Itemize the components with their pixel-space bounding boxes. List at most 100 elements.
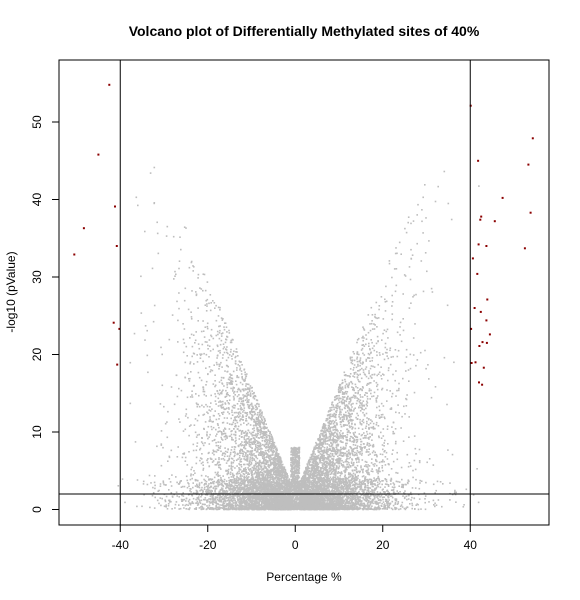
background-point xyxy=(269,440,271,442)
background-point xyxy=(212,337,215,340)
background-point xyxy=(336,395,339,397)
background-point xyxy=(156,445,158,448)
background-point xyxy=(424,184,426,186)
background-point xyxy=(323,458,326,460)
background-point xyxy=(243,475,245,478)
background-point xyxy=(365,412,368,415)
background-point xyxy=(402,318,404,320)
background-point xyxy=(336,458,338,460)
background-point xyxy=(228,496,230,499)
background-point xyxy=(269,481,271,484)
background-point xyxy=(357,378,359,381)
background-point xyxy=(226,491,228,493)
background-point xyxy=(339,458,341,461)
background-point xyxy=(329,410,332,412)
background-point xyxy=(281,487,284,490)
background-point xyxy=(362,387,364,389)
background-point xyxy=(362,327,365,330)
background-point xyxy=(250,472,252,474)
background-point xyxy=(238,411,241,413)
background-point xyxy=(324,474,326,477)
background-point xyxy=(225,364,228,367)
background-point xyxy=(348,375,350,377)
background-point xyxy=(314,502,316,505)
background-point xyxy=(206,488,209,491)
background-point xyxy=(184,504,187,507)
background-point xyxy=(361,490,363,492)
background-point xyxy=(328,466,331,468)
background-point xyxy=(217,445,219,447)
background-point xyxy=(387,443,389,445)
background-point xyxy=(342,447,344,450)
background-point xyxy=(248,468,250,471)
background-point xyxy=(327,421,329,424)
background-point xyxy=(371,420,373,423)
background-point xyxy=(183,342,186,344)
background-point xyxy=(334,441,337,444)
background-point xyxy=(216,390,219,392)
background-point xyxy=(383,329,386,331)
background-point xyxy=(362,361,364,363)
background-point xyxy=(330,468,333,471)
background-point xyxy=(357,414,359,417)
background-point xyxy=(232,474,234,477)
background-point xyxy=(216,481,219,483)
background-point xyxy=(478,185,480,187)
background-point xyxy=(346,442,348,445)
background-point xyxy=(234,437,237,439)
background-point xyxy=(363,489,365,491)
background-point xyxy=(204,503,206,506)
background-point xyxy=(203,498,205,501)
background-point xyxy=(192,502,195,505)
background-point xyxy=(352,351,355,353)
background-point xyxy=(199,357,202,359)
background-point xyxy=(305,468,307,470)
background-point xyxy=(343,416,345,419)
background-point xyxy=(380,437,383,439)
background-point xyxy=(263,457,266,459)
background-point xyxy=(251,492,253,495)
background-point xyxy=(228,476,230,479)
background-point xyxy=(355,452,358,454)
background-point xyxy=(314,453,316,456)
background-point xyxy=(348,453,350,455)
background-point xyxy=(239,475,242,478)
background-point xyxy=(268,486,270,489)
background-point xyxy=(197,307,199,309)
background-point xyxy=(219,352,221,354)
background-point xyxy=(258,475,261,478)
background-point xyxy=(365,435,367,437)
background-point xyxy=(405,398,408,401)
background-point xyxy=(291,486,293,489)
background-point xyxy=(346,433,349,436)
background-point xyxy=(331,447,334,450)
background-point xyxy=(247,495,250,498)
background-point xyxy=(308,490,310,493)
background-point xyxy=(434,505,436,508)
background-point xyxy=(374,506,376,509)
background-point xyxy=(372,425,375,428)
background-point xyxy=(272,468,274,470)
background-point xyxy=(424,349,426,352)
background-point xyxy=(360,434,363,437)
background-point xyxy=(226,400,228,402)
background-point xyxy=(208,339,211,341)
background-point xyxy=(302,490,304,493)
background-point xyxy=(201,453,203,455)
background-point xyxy=(345,436,347,438)
background-point xyxy=(320,447,322,450)
background-point xyxy=(255,464,257,466)
background-point xyxy=(394,503,396,505)
background-point xyxy=(364,434,366,437)
background-point xyxy=(371,468,373,470)
background-point xyxy=(336,437,339,440)
background-point xyxy=(222,506,225,508)
background-point xyxy=(329,417,331,420)
background-point xyxy=(173,403,176,406)
background-point xyxy=(256,447,259,449)
background-point xyxy=(245,476,247,479)
background-point xyxy=(357,458,359,460)
background-point xyxy=(183,328,186,330)
background-point xyxy=(388,474,390,476)
background-point xyxy=(375,464,378,467)
